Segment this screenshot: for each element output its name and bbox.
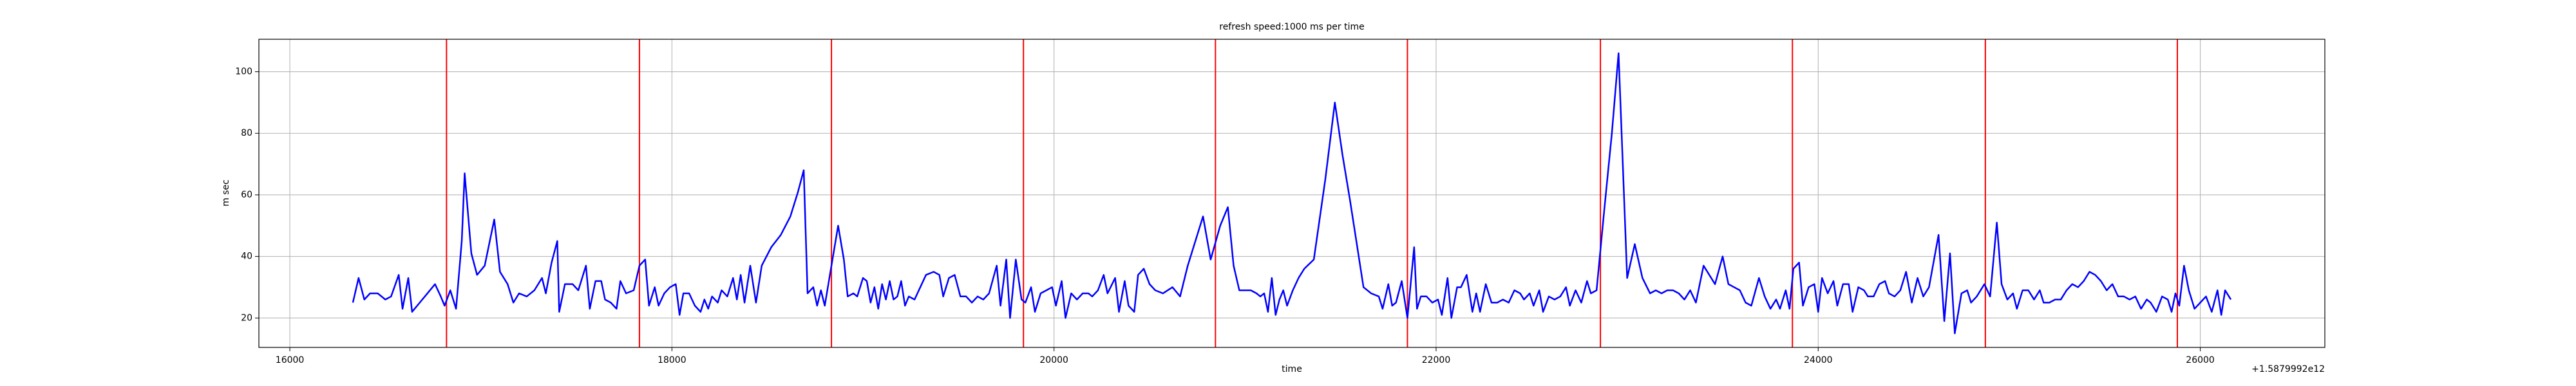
plot-frame [258, 39, 2325, 348]
y-tick-label: 60 [241, 190, 252, 200]
y-axis-label: m sec [221, 179, 231, 207]
x-tick-label: 26000 [2186, 355, 2215, 365]
x-tick-label: 16000 [276, 355, 305, 365]
y-tick-label: 20 [241, 313, 252, 323]
x-tick-label: 18000 [658, 355, 687, 365]
x-tick-label: 24000 [1804, 355, 1833, 365]
data-line [352, 52, 2232, 335]
y-tick-label: 80 [241, 128, 252, 138]
y-tick-label: 100 [235, 66, 252, 77]
y-tick-label: 40 [241, 252, 252, 262]
x-tick-label: 20000 [1039, 355, 1068, 365]
x-offset-label: +1.5879992e12 [2251, 364, 2325, 374]
chart-title: refresh speed:1000 ms per time [1219, 22, 1364, 32]
x-tick-label: 22000 [1422, 355, 1451, 365]
x-axis-label: time [1282, 364, 1302, 374]
